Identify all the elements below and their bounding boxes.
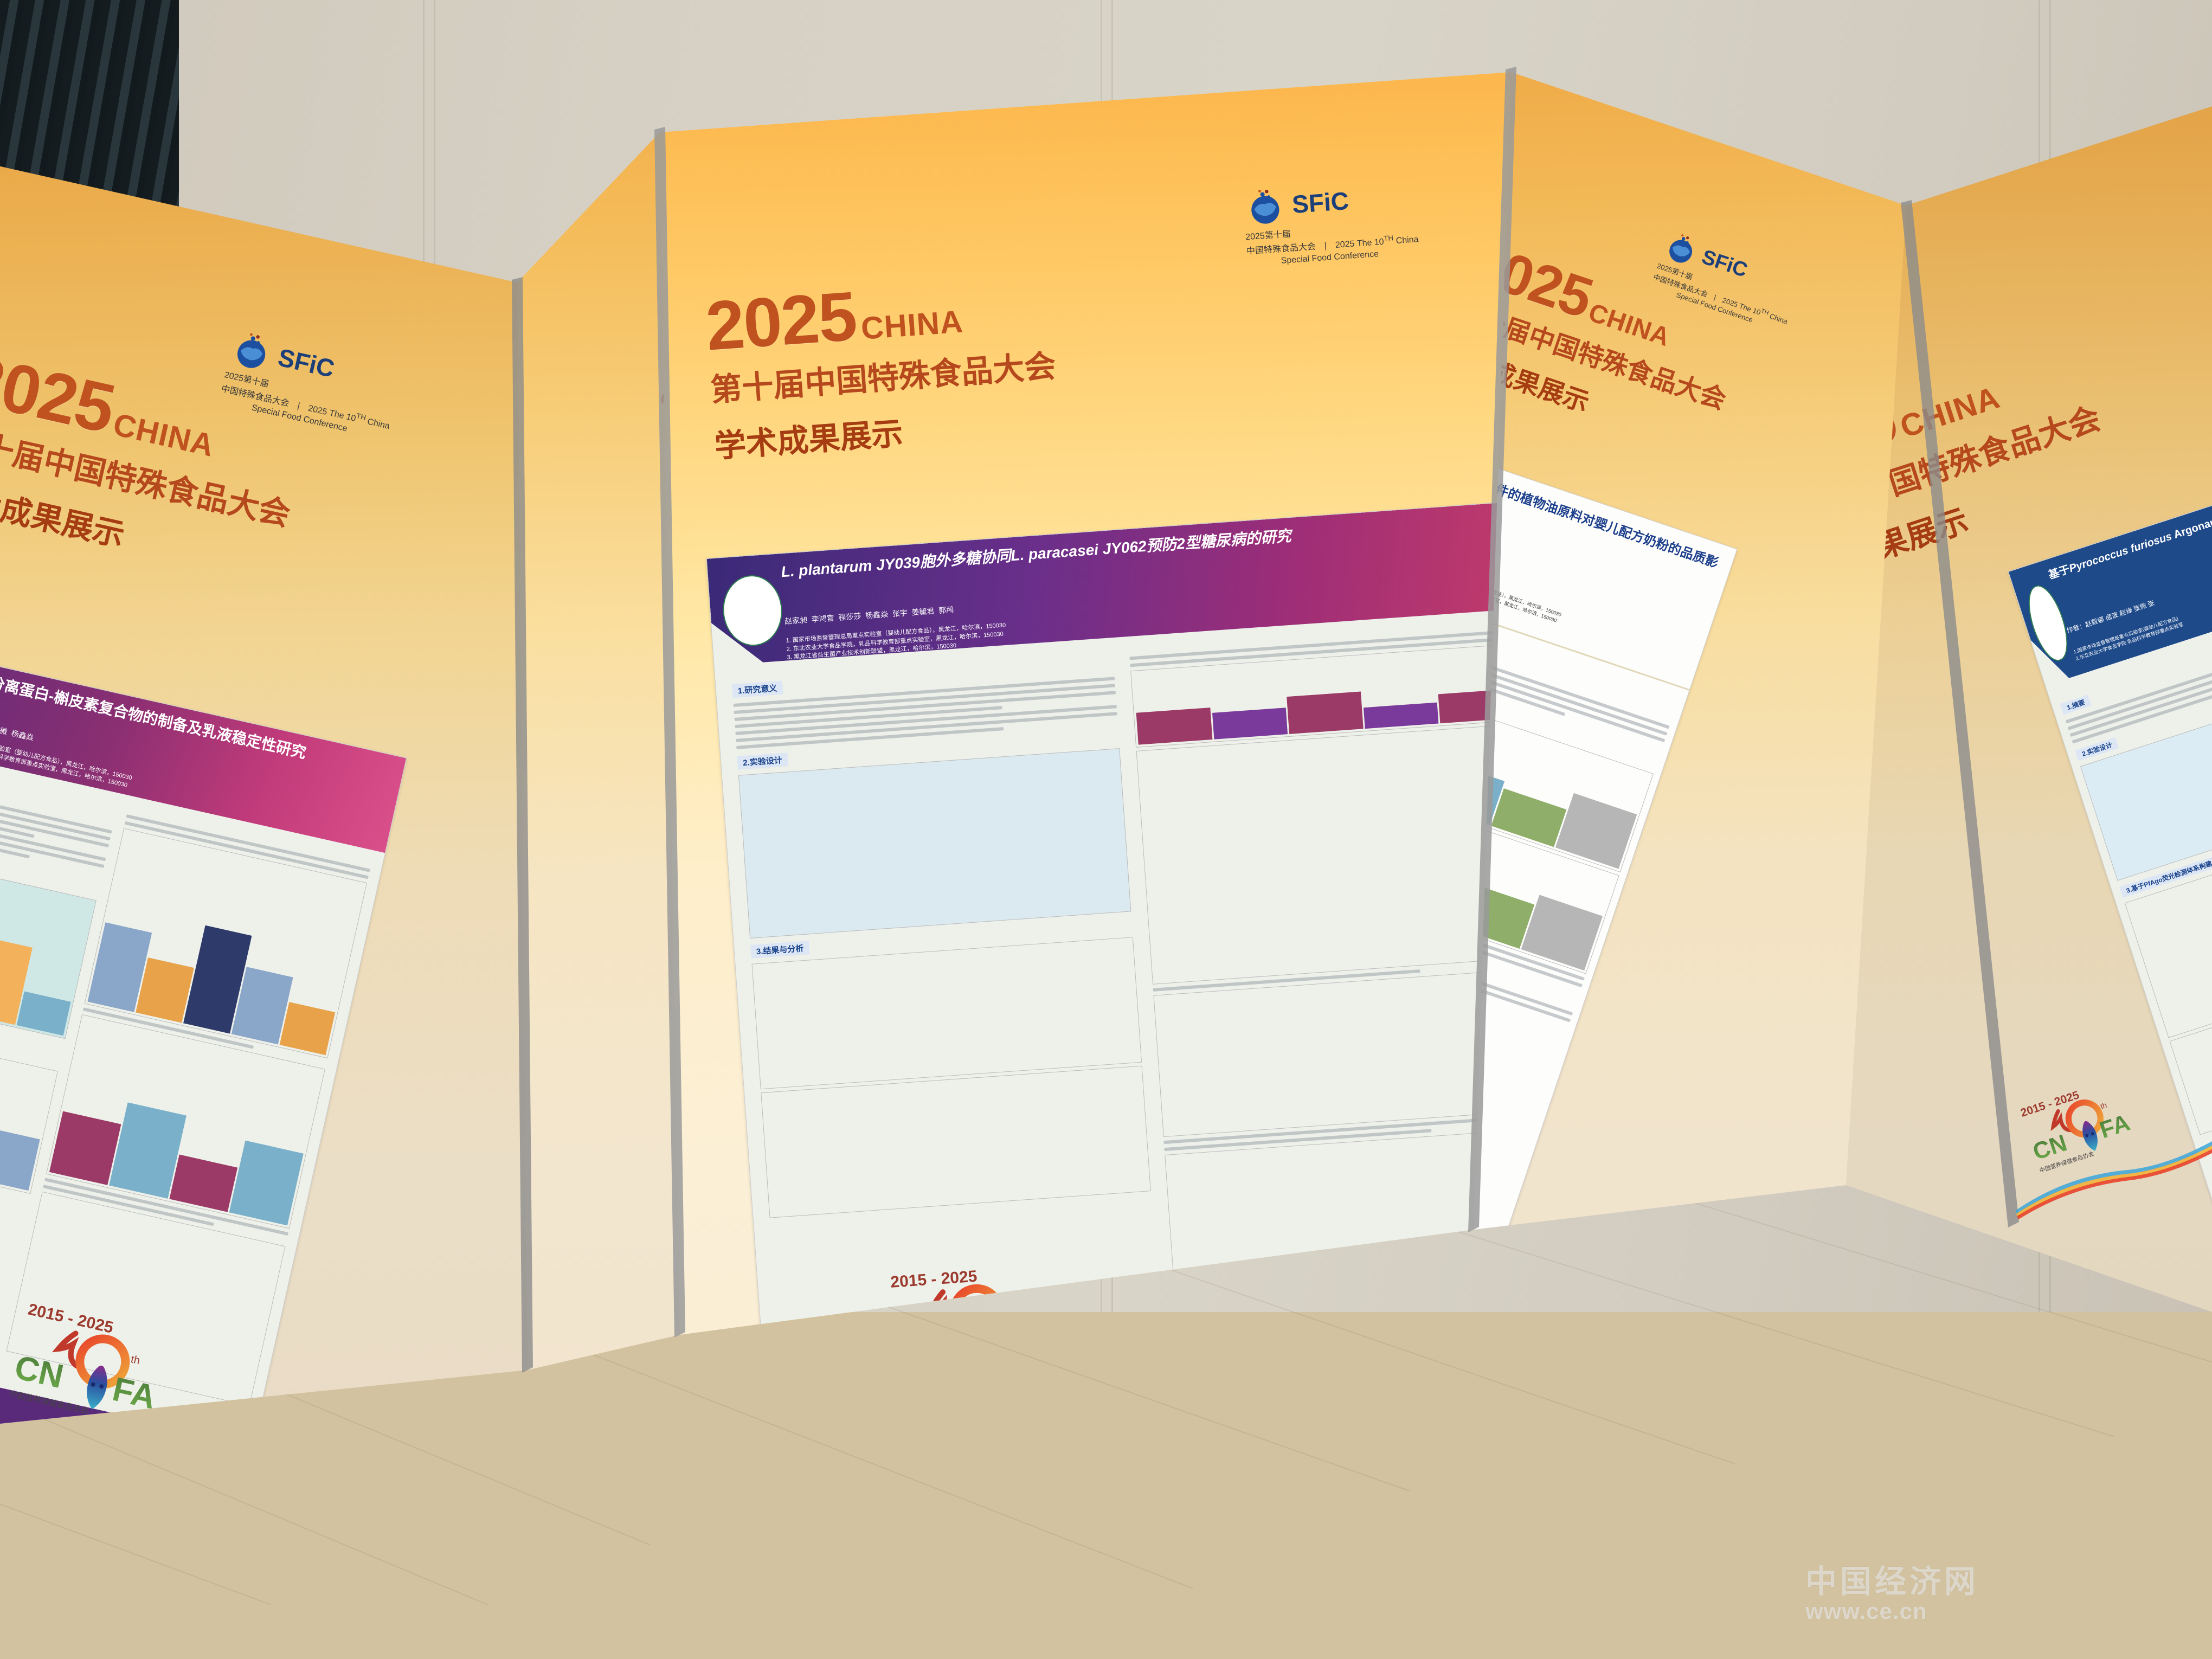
svg-text:2015 - 2025: 2015 - 2025 bbox=[27, 1301, 115, 1337]
svg-text:CN: CN bbox=[11, 1348, 67, 1396]
svg-text:th: th bbox=[130, 1353, 141, 1367]
